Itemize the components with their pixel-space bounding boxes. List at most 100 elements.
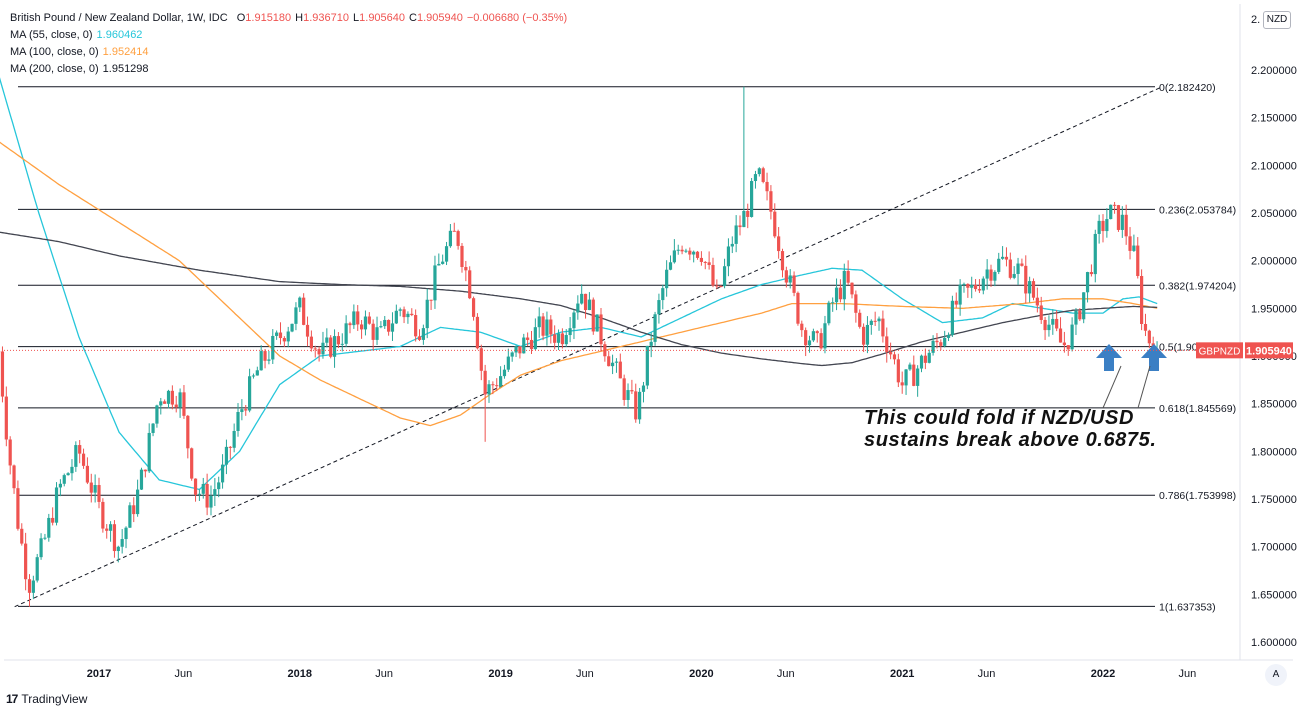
candle-body bbox=[194, 479, 197, 495]
candle-body bbox=[399, 309, 402, 310]
candle-body bbox=[808, 340, 811, 345]
candle-body bbox=[476, 317, 479, 348]
price-tick-label: 1.800000 bbox=[1251, 446, 1297, 458]
candle-body bbox=[939, 342, 942, 346]
candle-body bbox=[51, 518, 54, 523]
tradingview-logo[interactable]: 17 TradingView bbox=[6, 692, 87, 706]
candle-body bbox=[611, 363, 614, 366]
candle-body bbox=[858, 313, 861, 327]
candle-body bbox=[773, 212, 776, 237]
candle-body bbox=[1082, 292, 1085, 319]
candle-body bbox=[569, 328, 572, 335]
candle-body bbox=[966, 284, 969, 288]
candle-body bbox=[885, 336, 888, 352]
candle-body bbox=[16, 488, 19, 529]
ma100-legend[interactable]: MA (100, close, 0)1.952414 bbox=[10, 44, 567, 61]
candle-body bbox=[36, 557, 39, 580]
candle-body bbox=[951, 301, 954, 335]
ma55-label: MA (55, close, 0) bbox=[10, 29, 93, 41]
ma200-legend[interactable]: MA (200, close, 0)1.951298 bbox=[10, 61, 567, 78]
candle-body bbox=[202, 484, 205, 494]
candle-body bbox=[839, 288, 842, 300]
candle-body bbox=[294, 307, 297, 323]
candle-body bbox=[209, 496, 212, 508]
candle-body bbox=[468, 270, 471, 298]
symbol-title: British Pound / New Zealand Dollar, 1W, … bbox=[10, 12, 228, 24]
annotation-line-2: sustains break above 0.6875. bbox=[864, 429, 1157, 451]
candle-body bbox=[275, 333, 278, 336]
candle-body bbox=[789, 275, 792, 282]
ma100-label: MA (100, close, 0) bbox=[10, 46, 99, 58]
price-tick-label: 2.100000 bbox=[1251, 160, 1297, 172]
candle-body bbox=[457, 231, 460, 246]
candle-body bbox=[522, 338, 525, 354]
candle-body bbox=[893, 354, 896, 359]
price-tick-label: 1.750000 bbox=[1251, 494, 1297, 506]
time-tick-label: 2018 bbox=[288, 668, 312, 680]
candle-body bbox=[441, 262, 444, 264]
fib-level-label: 0.786(1.753998) bbox=[1159, 490, 1236, 502]
candle-body bbox=[1040, 305, 1043, 320]
candle-body bbox=[599, 314, 602, 344]
candle-body bbox=[1101, 221, 1104, 231]
time-tick-label: Jun bbox=[777, 668, 795, 680]
candle-body bbox=[155, 405, 158, 423]
price-tick-label: 2.000000 bbox=[1251, 256, 1297, 268]
candle-body bbox=[9, 439, 12, 465]
candle-body bbox=[889, 352, 892, 354]
auto-scale-button[interactable]: A bbox=[1265, 664, 1287, 686]
price-tick-label: 2.050000 bbox=[1251, 208, 1297, 220]
candle-body bbox=[920, 356, 923, 369]
ma55-legend[interactable]: MA (55, close, 0)1.960462 bbox=[10, 27, 567, 44]
candle-body bbox=[1128, 236, 1131, 251]
candle-body bbox=[414, 315, 417, 336]
candle-body bbox=[449, 231, 452, 246]
ohlc-change: −0.006680 (−0.35%) bbox=[467, 12, 567, 24]
candle-body bbox=[700, 258, 703, 262]
candle-body bbox=[321, 343, 324, 355]
candle-body bbox=[240, 409, 243, 412]
candle-body bbox=[325, 337, 328, 342]
candle-body bbox=[827, 303, 830, 324]
candle-body bbox=[812, 331, 815, 340]
candle-body bbox=[684, 251, 687, 252]
candle-body bbox=[680, 250, 683, 252]
candle-body bbox=[1047, 325, 1050, 330]
candle-body bbox=[553, 334, 556, 342]
price-tick-label: 1.600000 bbox=[1251, 637, 1297, 649]
candle-body bbox=[1086, 272, 1089, 292]
symbol-row[interactable]: British Pound / New Zealand Dollar, 1W, … bbox=[10, 10, 567, 27]
candle-body bbox=[364, 317, 367, 330]
candle-body bbox=[511, 352, 514, 356]
candle-body bbox=[101, 502, 104, 529]
candle-body bbox=[630, 390, 633, 391]
candle-body bbox=[433, 265, 436, 300]
candle-body bbox=[182, 392, 185, 416]
tradingview-logo-icon: 17 bbox=[6, 692, 17, 706]
candle-body bbox=[1028, 281, 1031, 293]
candle-body bbox=[43, 538, 46, 539]
candle-body bbox=[233, 431, 236, 448]
candle-body bbox=[260, 351, 263, 370]
candle-body bbox=[109, 524, 112, 531]
currency-button[interactable]: NZD bbox=[1263, 11, 1291, 29]
candle-body bbox=[955, 301, 958, 305]
candle-body bbox=[290, 324, 293, 332]
candle-body bbox=[132, 505, 135, 514]
candle-body bbox=[279, 333, 282, 339]
candle-body bbox=[715, 285, 718, 286]
candle-body bbox=[1036, 298, 1039, 306]
candle-body bbox=[970, 285, 973, 288]
candle-body bbox=[1051, 319, 1054, 325]
candle-body bbox=[650, 342, 653, 346]
price-tick-label: 1.700000 bbox=[1251, 542, 1297, 554]
candle-body bbox=[63, 475, 66, 484]
candle-body bbox=[487, 384, 490, 394]
candle-body bbox=[94, 485, 97, 493]
candle-body bbox=[213, 489, 216, 496]
candle-body bbox=[90, 483, 93, 493]
candle-body bbox=[113, 524, 116, 551]
candle-body bbox=[387, 320, 390, 332]
